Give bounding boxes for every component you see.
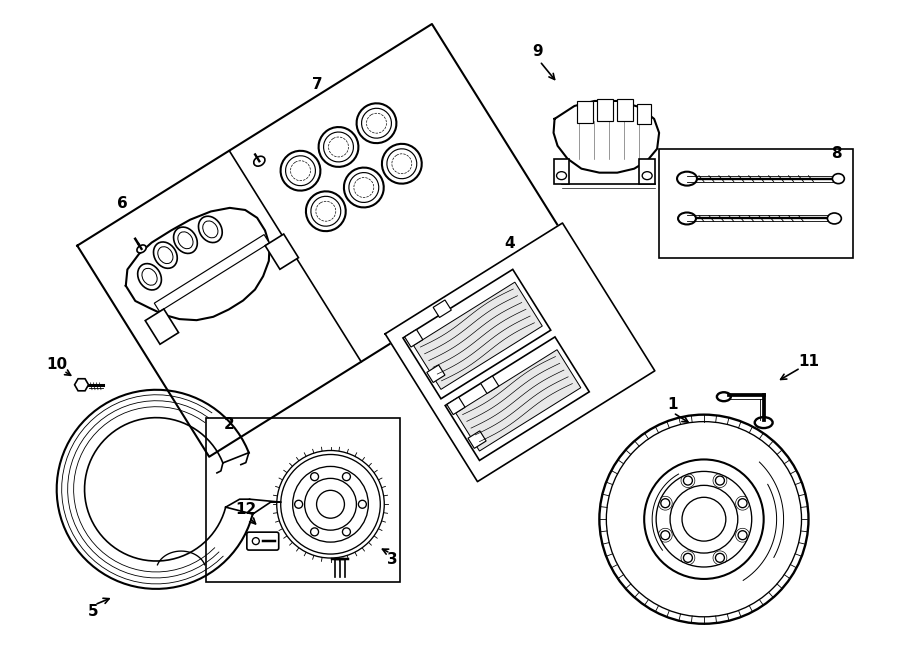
Text: 8: 8 xyxy=(831,146,842,161)
Ellipse shape xyxy=(137,245,146,253)
Text: 9: 9 xyxy=(532,44,543,59)
Polygon shape xyxy=(554,101,659,173)
Ellipse shape xyxy=(661,498,670,508)
Ellipse shape xyxy=(343,528,350,536)
Ellipse shape xyxy=(356,103,396,143)
Polygon shape xyxy=(405,330,423,347)
Polygon shape xyxy=(154,235,269,311)
Ellipse shape xyxy=(306,191,346,231)
Bar xyxy=(206,418,400,582)
Ellipse shape xyxy=(252,537,259,545)
Bar xyxy=(639,159,655,184)
FancyBboxPatch shape xyxy=(247,532,279,550)
Ellipse shape xyxy=(138,264,161,290)
Text: 3: 3 xyxy=(387,551,398,566)
Text: 4: 4 xyxy=(504,237,515,251)
Ellipse shape xyxy=(644,459,764,579)
Ellipse shape xyxy=(661,531,670,539)
Ellipse shape xyxy=(310,473,319,481)
Ellipse shape xyxy=(344,168,383,208)
Ellipse shape xyxy=(254,156,265,166)
Text: 6: 6 xyxy=(117,196,128,211)
Polygon shape xyxy=(446,337,590,461)
Ellipse shape xyxy=(738,498,747,508)
Ellipse shape xyxy=(827,213,842,224)
Ellipse shape xyxy=(294,500,302,508)
Text: 7: 7 xyxy=(312,77,322,92)
Polygon shape xyxy=(126,208,270,320)
Polygon shape xyxy=(385,223,655,482)
Polygon shape xyxy=(403,270,551,399)
Polygon shape xyxy=(266,234,299,269)
Text: 11: 11 xyxy=(798,354,819,369)
Bar xyxy=(637,104,652,124)
Polygon shape xyxy=(455,350,580,451)
Polygon shape xyxy=(447,397,465,414)
Ellipse shape xyxy=(382,144,422,184)
Text: 2: 2 xyxy=(223,417,234,432)
Polygon shape xyxy=(468,431,486,448)
Text: 1: 1 xyxy=(667,397,678,412)
Ellipse shape xyxy=(677,172,697,186)
Polygon shape xyxy=(433,300,451,317)
Ellipse shape xyxy=(716,553,724,563)
Ellipse shape xyxy=(358,500,366,508)
Bar xyxy=(578,101,593,123)
Polygon shape xyxy=(427,365,445,383)
Polygon shape xyxy=(77,24,563,457)
Ellipse shape xyxy=(599,414,808,624)
Text: 10: 10 xyxy=(46,358,68,372)
Text: 5: 5 xyxy=(88,604,99,619)
Ellipse shape xyxy=(199,216,222,243)
Ellipse shape xyxy=(319,127,358,167)
Ellipse shape xyxy=(174,227,197,253)
Ellipse shape xyxy=(832,174,844,184)
Bar xyxy=(617,99,634,121)
Ellipse shape xyxy=(738,531,747,539)
Ellipse shape xyxy=(343,473,350,481)
Ellipse shape xyxy=(716,476,724,485)
Ellipse shape xyxy=(755,417,772,428)
Text: 12: 12 xyxy=(235,502,256,517)
Bar xyxy=(659,149,853,258)
Polygon shape xyxy=(481,376,499,393)
Bar xyxy=(659,149,853,258)
Ellipse shape xyxy=(281,151,320,190)
Ellipse shape xyxy=(310,528,319,536)
Polygon shape xyxy=(145,309,178,344)
Ellipse shape xyxy=(556,172,566,180)
Ellipse shape xyxy=(683,553,692,563)
Bar xyxy=(554,159,570,184)
Polygon shape xyxy=(413,282,543,389)
Polygon shape xyxy=(57,390,253,589)
Ellipse shape xyxy=(154,242,177,268)
Ellipse shape xyxy=(683,476,692,485)
Bar xyxy=(598,99,613,121)
Ellipse shape xyxy=(678,212,696,225)
Ellipse shape xyxy=(643,172,652,180)
Ellipse shape xyxy=(276,451,384,558)
Ellipse shape xyxy=(717,392,731,401)
